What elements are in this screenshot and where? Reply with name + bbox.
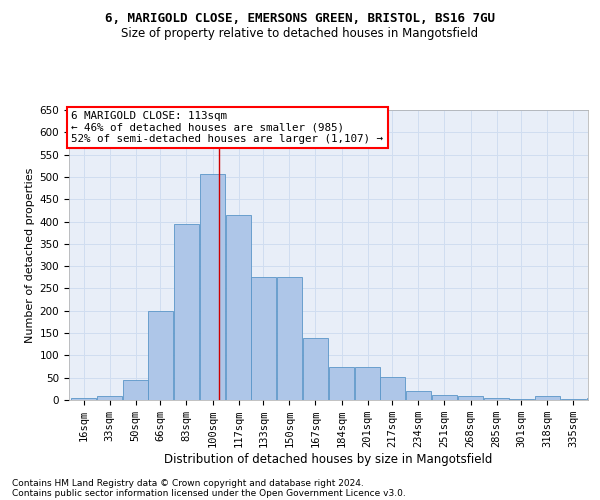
Bar (124, 380, 148, 400)
Bar (458, 396, 483, 400)
Bar (277, 278, 302, 400)
Bar (535, 396, 560, 400)
Text: 6 MARIGOLD CLOSE: 113sqm
← 46% of detached houses are smaller (985)
52% of semi-: 6 MARIGOLD CLOSE: 113sqm ← 46% of detach… (71, 111, 383, 144)
Bar (587, 398, 600, 400)
Bar (226, 215, 251, 400)
Bar (174, 224, 199, 400)
Bar (97, 396, 122, 400)
Bar (509, 398, 533, 400)
Text: Size of property relative to detached houses in Mangotsfield: Size of property relative to detached ho… (121, 28, 479, 40)
Bar (484, 398, 509, 400)
X-axis label: Distribution of detached houses by size in Mangotsfield: Distribution of detached houses by size … (164, 453, 493, 466)
Text: Contains public sector information licensed under the Open Government Licence v3: Contains public sector information licen… (12, 488, 406, 498)
Bar (148, 311, 173, 400)
Bar (251, 278, 275, 400)
Bar (432, 394, 457, 400)
Bar (200, 174, 225, 400)
Y-axis label: Number of detached properties: Number of detached properties (25, 168, 35, 342)
Bar (355, 366, 380, 400)
Bar (303, 338, 328, 400)
Text: 6, MARIGOLD CLOSE, EMERSONS GREEN, BRISTOL, BS16 7GU: 6, MARIGOLD CLOSE, EMERSONS GREEN, BRIST… (105, 12, 495, 26)
Text: Contains HM Land Registry data © Crown copyright and database right 2024.: Contains HM Land Registry data © Crown c… (12, 478, 364, 488)
Bar (406, 391, 431, 400)
Bar (561, 398, 586, 400)
Bar (329, 366, 354, 400)
Bar (71, 398, 96, 400)
Bar (380, 377, 404, 400)
